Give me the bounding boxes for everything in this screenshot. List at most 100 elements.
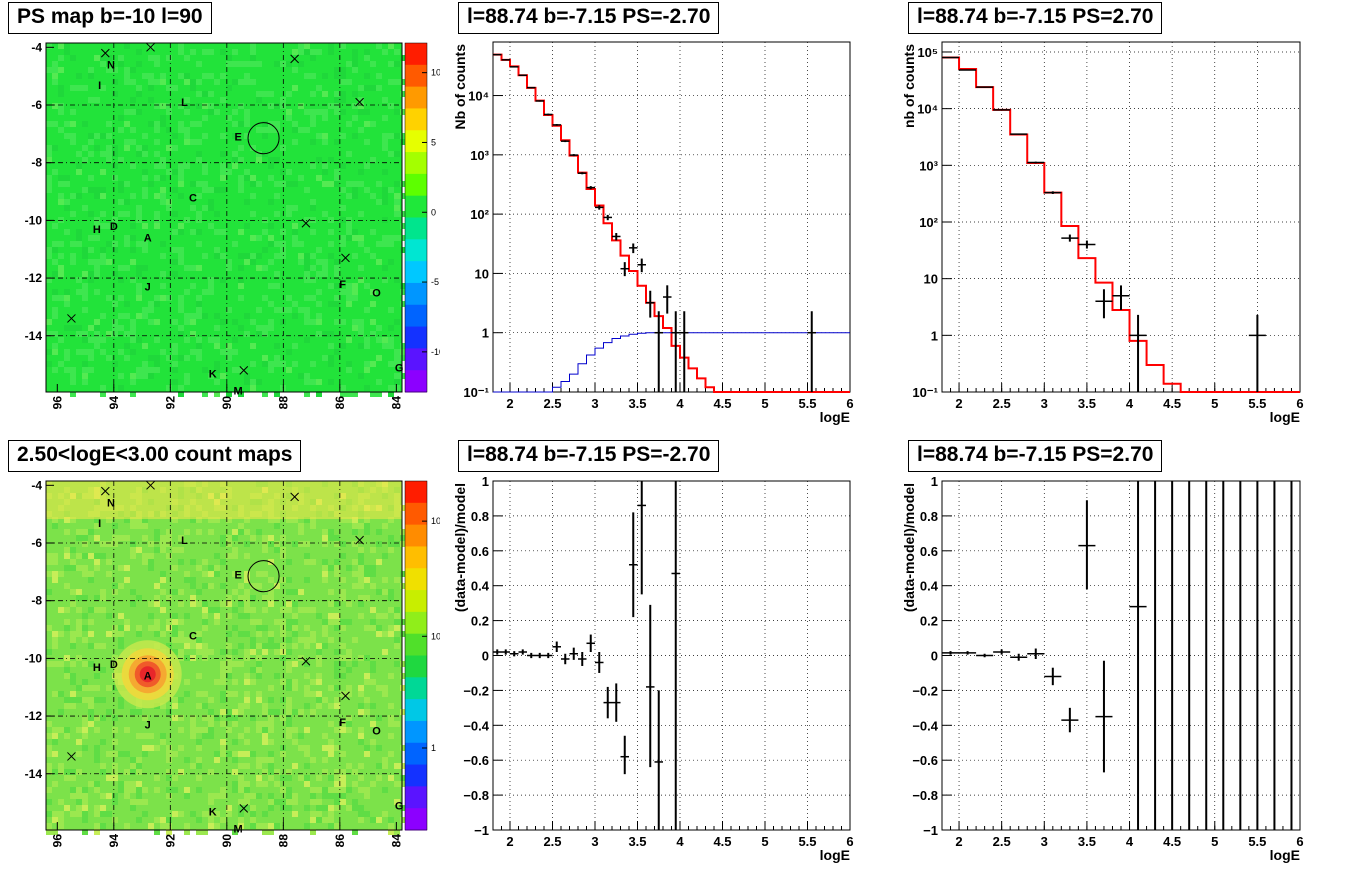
map-pixel — [376, 241, 382, 247]
map-pixel — [274, 619, 280, 625]
map-pixel — [322, 133, 328, 139]
map-pixel — [70, 325, 76, 331]
map-pixel — [130, 763, 136, 769]
map-pixel — [70, 139, 76, 145]
map-pixel — [238, 103, 244, 109]
map-pixel — [232, 151, 238, 157]
map-pixel — [358, 169, 364, 175]
map-pixel — [124, 235, 130, 241]
map-pixel — [118, 781, 124, 787]
map-pixel — [382, 811, 388, 817]
map-pixel — [226, 805, 232, 811]
map-pixel — [400, 211, 406, 217]
map-pixel — [310, 229, 316, 235]
map-pixel — [136, 631, 142, 637]
map-pixel — [286, 91, 292, 97]
map-pixel — [46, 331, 52, 337]
map-pixel — [388, 337, 394, 343]
map-pixel — [196, 181, 202, 187]
map-pixel — [196, 775, 202, 781]
map-pixel — [232, 679, 238, 685]
map-pixel — [58, 361, 64, 367]
map-pixel — [382, 577, 388, 583]
map-pixel — [220, 787, 226, 793]
map-pixel — [70, 637, 76, 643]
map-pixel — [244, 781, 250, 787]
map-pixel — [334, 271, 340, 277]
map-pixel — [292, 343, 298, 349]
map-pixel — [238, 823, 244, 829]
map-pixel — [304, 823, 310, 829]
colorbar-segment — [405, 677, 427, 700]
map-pixel — [106, 133, 112, 139]
map-pixel — [100, 193, 106, 199]
y-tick-label: 0.8 — [920, 509, 938, 524]
map-pixel — [238, 595, 244, 601]
map-pixel — [196, 727, 202, 733]
map-pixel — [388, 715, 394, 721]
map-pixel — [292, 631, 298, 637]
map-pixel — [76, 793, 82, 799]
map-pixel — [226, 631, 232, 637]
map-pixel — [322, 625, 328, 631]
map-pixel — [190, 601, 196, 607]
map-pixel — [52, 349, 58, 355]
map-pixel — [304, 43, 310, 49]
map-pixel — [376, 625, 382, 631]
source-cross — [290, 492, 299, 502]
map-pixel — [82, 157, 88, 163]
map-pixel — [202, 73, 208, 79]
map-pixel — [220, 661, 226, 667]
map-pixel — [82, 85, 88, 91]
map-pixel — [190, 583, 196, 589]
map-pixel — [154, 775, 160, 781]
map-pixel — [172, 211, 178, 217]
map-pixel — [370, 547, 376, 553]
colorbar-segment — [405, 195, 427, 218]
map-pixel — [88, 697, 94, 703]
map-pixel — [238, 631, 244, 637]
map-pixel — [400, 91, 406, 97]
map-pixel — [154, 61, 160, 67]
map-pixel — [340, 97, 346, 103]
residual-neg-panel: 2 2.5 3 3.5 4 4.5 5 5.5 6 −1 −0.8 −0.6 −0.4 −0.2 0 0.2 0… — [450, 438, 890, 875]
map-pixel — [106, 145, 112, 151]
map-pixel — [262, 643, 268, 649]
map-pixel — [274, 355, 280, 361]
map-pixel — [340, 391, 346, 397]
y-tick-label: 0.2 — [920, 614, 938, 629]
map-pixel — [208, 103, 214, 109]
map-pixel — [340, 619, 346, 625]
colorbar-tick-label: 10 — [431, 68, 440, 78]
map-pixel — [226, 709, 232, 715]
map-x-tick-label: 94 — [107, 834, 121, 848]
map-pixel — [154, 337, 160, 343]
map-pixel — [142, 553, 148, 559]
map-pixel — [250, 595, 256, 601]
map-pixel — [376, 631, 382, 637]
map-pixel — [52, 367, 58, 373]
map-pixel — [124, 67, 130, 73]
map-pixel — [304, 559, 310, 565]
map-pixel — [244, 259, 250, 265]
map-pixel — [394, 661, 400, 667]
map-pixel — [340, 727, 346, 733]
colorbar-tick-label: -10 — [431, 347, 440, 357]
map-pixel — [238, 367, 244, 373]
map-pixel — [340, 787, 346, 793]
map-pixel — [100, 223, 106, 229]
map-pixel — [232, 49, 238, 55]
map-pixel — [148, 745, 154, 751]
map-pixel — [172, 271, 178, 277]
residual-pos-plot: 2 2.5 3 3.5 4 4.5 5 5.5 6−1−0.8−0.6−0.4−0.200.20… — [901, 474, 1304, 863]
map-pixel — [88, 709, 94, 715]
map-pixel — [352, 829, 358, 835]
map-pixel — [262, 727, 268, 733]
map-pixel — [88, 577, 94, 583]
series-line-0 — [942, 56, 1300, 393]
map-pixel — [184, 319, 190, 325]
map-pixel — [304, 625, 310, 631]
map-pixel — [286, 367, 292, 373]
map-pixel — [196, 193, 202, 199]
map-pixel — [334, 703, 340, 709]
